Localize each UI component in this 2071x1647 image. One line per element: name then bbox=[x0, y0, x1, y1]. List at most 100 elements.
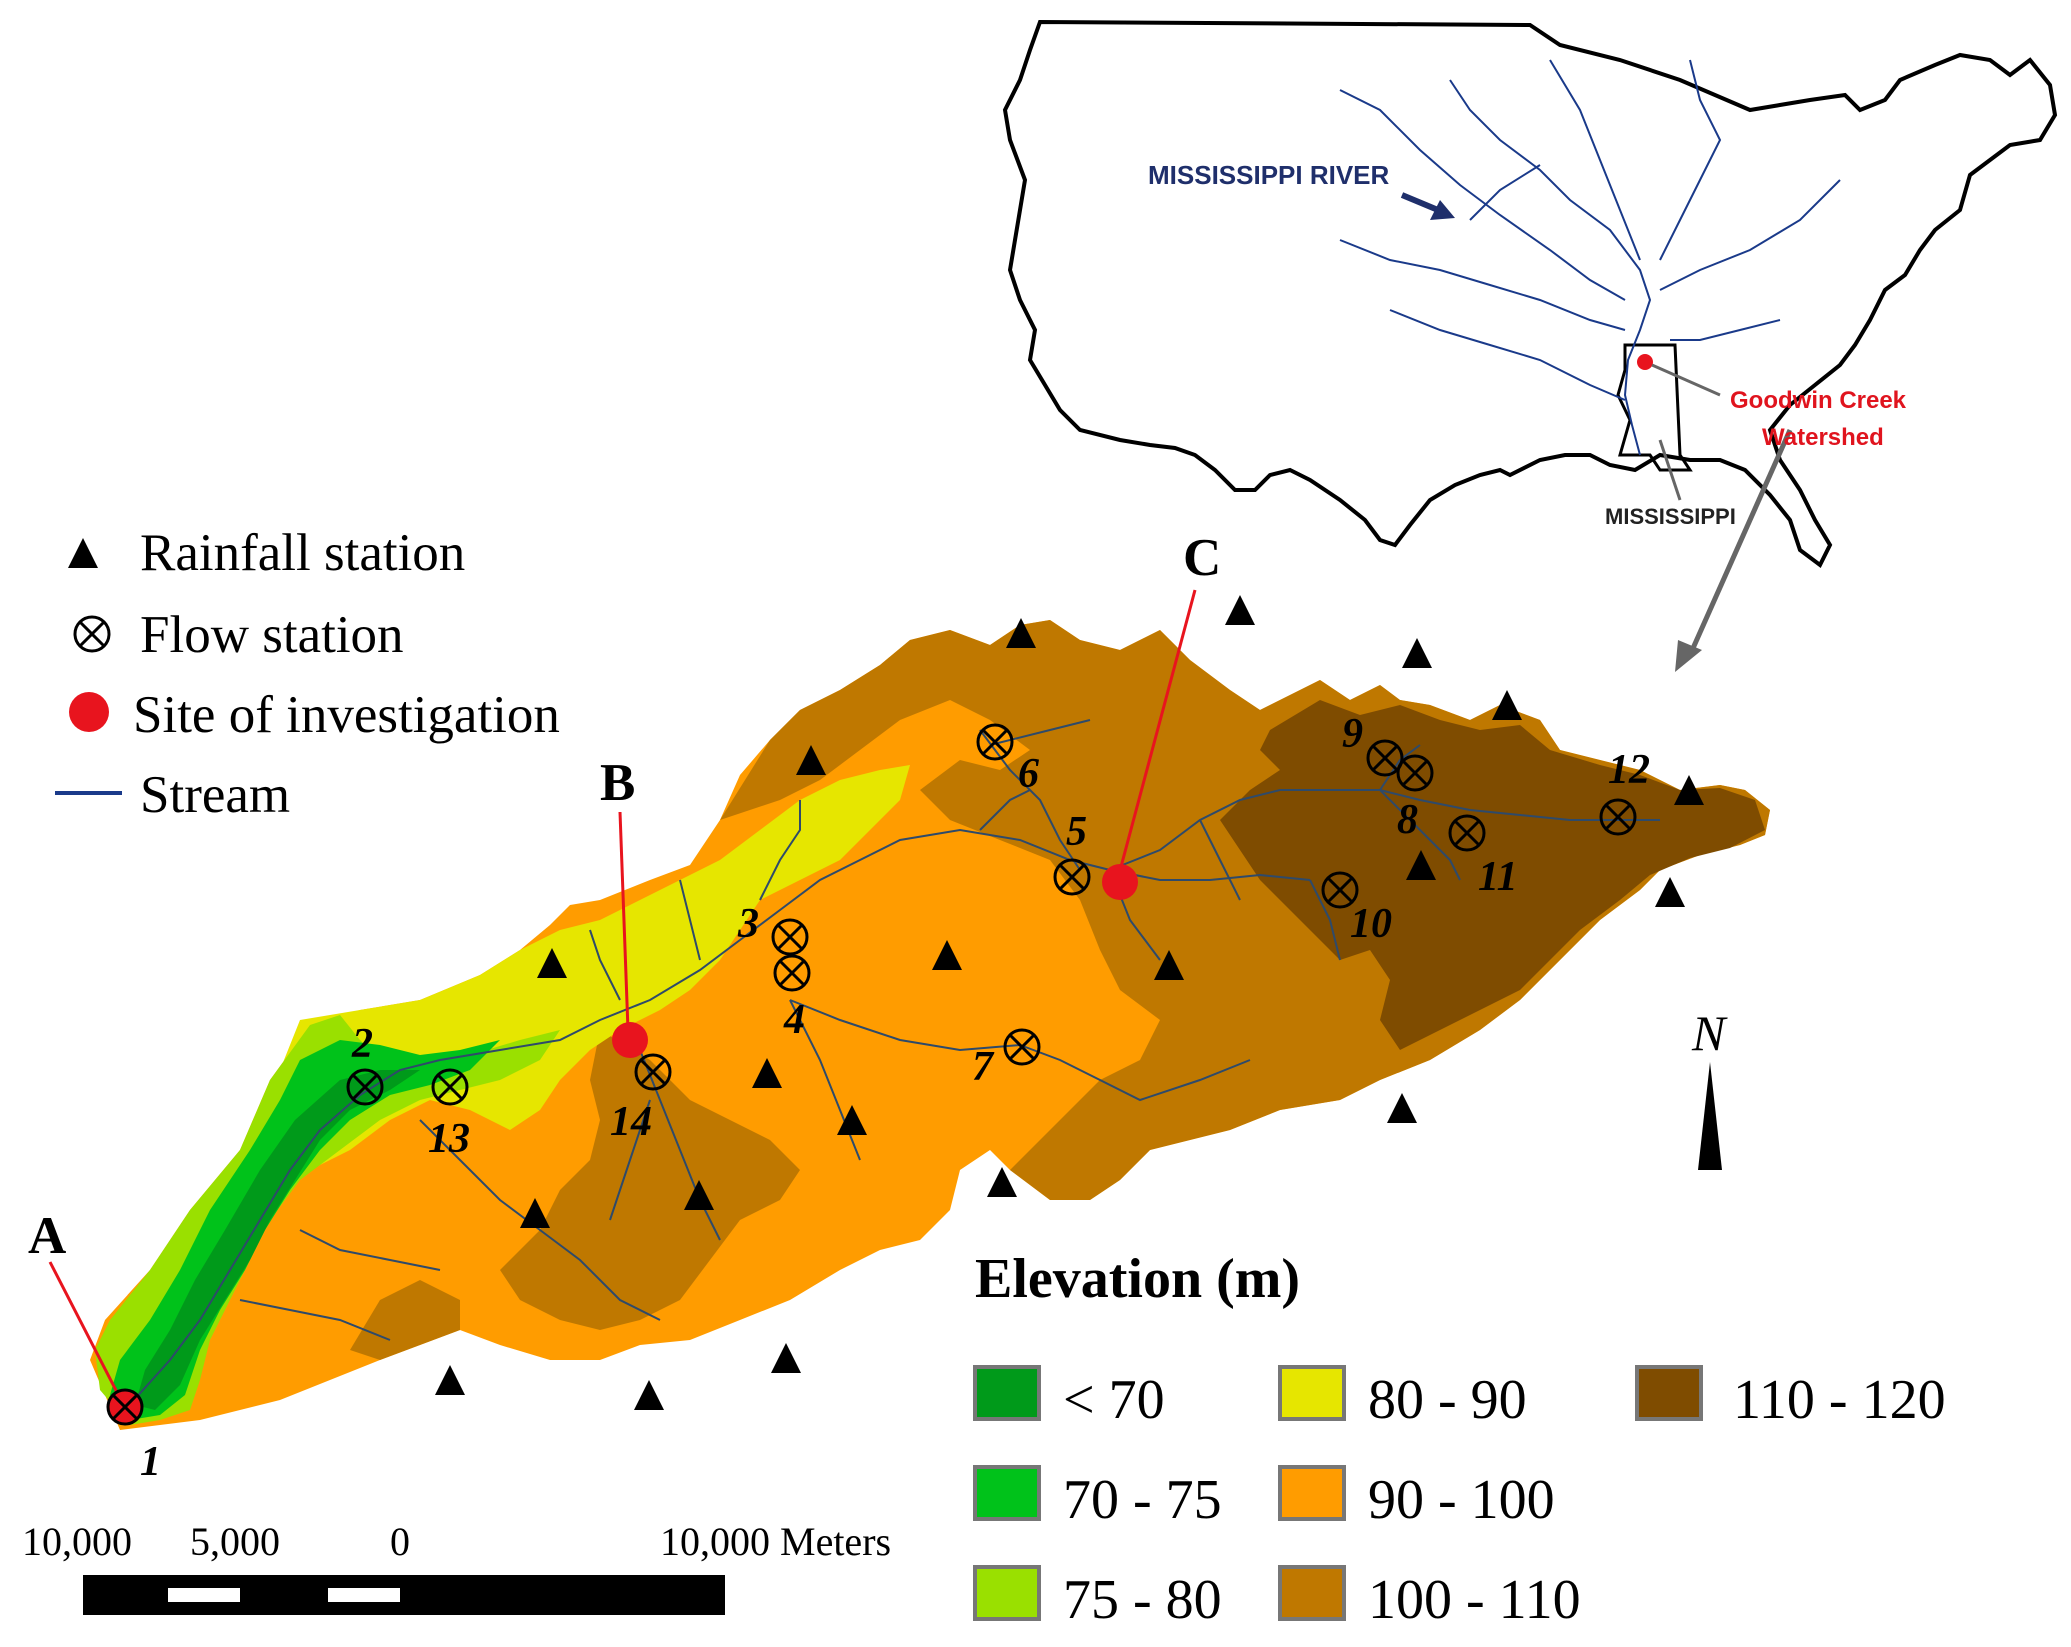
site-b-label: B bbox=[600, 754, 635, 812]
elevation-label-80-90: 80 - 90 bbox=[1368, 1369, 1527, 1431]
rainfall-stations bbox=[435, 595, 1704, 1410]
legend-site-icon bbox=[69, 692, 109, 732]
flow-station-label-2: 2 bbox=[351, 1021, 373, 1067]
flow-station-7 bbox=[1003, 1028, 1041, 1066]
rainfall-station bbox=[634, 1380, 664, 1410]
scale-bar: 10,000 5,000 0 10,000 Meters bbox=[22, 1519, 891, 1615]
elevation-swatch-70-75 bbox=[973, 1465, 1041, 1521]
flow-station-1 bbox=[106, 1388, 144, 1426]
elevation-label-70-75: 70 - 75 bbox=[1063, 1469, 1222, 1531]
elevation-legend: Elevation (m) < 70 70 - 75 75 - 80 80 - … bbox=[973, 1248, 1946, 1631]
flow-station-6 bbox=[976, 723, 1014, 761]
inset-us-map: MISSISSIPPI RIVER Goodwin Creek Watershe… bbox=[1002, 19, 2058, 672]
us-outline bbox=[1002, 19, 2058, 569]
flow-station-label-10: 10 bbox=[1350, 901, 1392, 947]
scale-bar-segment bbox=[328, 1588, 400, 1602]
flow-station-label-1: 1 bbox=[140, 1439, 161, 1485]
flow-station-label-4: 4 bbox=[783, 997, 805, 1043]
flow-station-11 bbox=[1448, 814, 1486, 852]
elevation-label-under-70: < 70 bbox=[1063, 1369, 1165, 1431]
inset-watershed-label-2: Watershed bbox=[1762, 424, 1884, 451]
symbol-legend: Rainfall station Flow station Site of in… bbox=[55, 524, 560, 824]
flow-station-8 bbox=[1396, 754, 1434, 792]
north-arrow-icon bbox=[1698, 1062, 1722, 1170]
flow-station-4 bbox=[773, 954, 811, 992]
flow-station-label-11: 11 bbox=[1478, 854, 1518, 900]
inset-rivers bbox=[1339, 59, 1841, 456]
north-label: N bbox=[1691, 1005, 1728, 1061]
rainfall-station bbox=[435, 1365, 465, 1395]
elevation-legend-title: Elevation (m) bbox=[975, 1248, 1300, 1310]
inset-state-label: MISSISSIPPI bbox=[1605, 504, 1736, 529]
watershed-location-dot bbox=[1637, 354, 1653, 370]
elevation-label-100-110: 100 - 110 bbox=[1368, 1569, 1581, 1631]
north-arrow: N bbox=[1691, 1005, 1728, 1170]
elevation-swatch-110-120 bbox=[1635, 1365, 1703, 1421]
scale-tick-label-zero: 0 bbox=[390, 1519, 410, 1564]
flow-station-label-8: 8 bbox=[1397, 797, 1418, 843]
inset-river-label: MISSISSIPPI RIVER bbox=[1148, 160, 1390, 190]
rainfall-station bbox=[932, 940, 962, 970]
rainfall-station bbox=[1674, 775, 1704, 805]
rainfall-station bbox=[684, 1180, 714, 1210]
site-c-label: C bbox=[1183, 529, 1221, 587]
legend-rainfall-label: Rainfall station bbox=[140, 524, 465, 582]
flow-station-5 bbox=[1053, 858, 1091, 896]
river-label-arrow-line bbox=[1400, 192, 1440, 213]
flow-station-label-3: 3 bbox=[737, 901, 759, 947]
elevation-swatch-100-110 bbox=[1278, 1565, 1346, 1621]
elevation-swatch-under-70 bbox=[973, 1365, 1041, 1421]
legend-rainfall-icon bbox=[68, 538, 98, 568]
state-leader-line bbox=[1658, 439, 1682, 501]
flow-station-3 bbox=[771, 918, 809, 956]
flow-station-14 bbox=[634, 1053, 672, 1091]
site-a-label: A bbox=[28, 1207, 66, 1265]
elevation-label-110-120: 110 - 120 bbox=[1733, 1369, 1946, 1431]
flow-station-label-5: 5 bbox=[1066, 809, 1087, 855]
inset-watershed-label-1: Goodwin Creek bbox=[1730, 387, 1907, 414]
zone-100-110-sw bbox=[350, 1280, 460, 1360]
site-leader-lines bbox=[48, 589, 1197, 1403]
rainfall-station bbox=[1655, 877, 1685, 907]
scale-bar-segment bbox=[168, 1588, 240, 1602]
rainfall-station bbox=[1225, 595, 1255, 625]
zone-110-120 bbox=[1220, 700, 1765, 1050]
flow-station-label-9: 9 bbox=[1342, 711, 1363, 757]
rainfall-station bbox=[1406, 850, 1436, 880]
elevation-swatch-90-100 bbox=[1278, 1465, 1346, 1521]
rainfall-station bbox=[752, 1058, 782, 1088]
watershed-leader-line bbox=[1651, 363, 1721, 397]
flow-station-label-13: 13 bbox=[428, 1116, 470, 1162]
site-b-marker bbox=[612, 1022, 648, 1058]
flow-station-10 bbox=[1321, 871, 1359, 909]
rainfall-station bbox=[1492, 690, 1522, 720]
river-label-arrowhead bbox=[1430, 200, 1455, 220]
rainfall-station bbox=[771, 1343, 801, 1373]
flow-station-label-14: 14 bbox=[610, 1099, 652, 1145]
rainfall-station bbox=[537, 948, 567, 978]
legend-site-label: Site of investigation bbox=[133, 686, 560, 744]
elevation-swatch-75-80 bbox=[973, 1565, 1041, 1621]
flow-station-label-6: 6 bbox=[1018, 751, 1039, 797]
rainfall-station bbox=[520, 1198, 550, 1228]
stream-network bbox=[124, 719, 1660, 1411]
rainfall-station bbox=[796, 745, 826, 775]
legend-flow-icon bbox=[73, 615, 111, 653]
rainfall-station bbox=[1154, 950, 1184, 980]
elevation-label-90-100: 90 - 100 bbox=[1368, 1469, 1555, 1531]
zone-100-110-south bbox=[500, 1030, 800, 1330]
flow-station-label-12: 12 bbox=[1608, 747, 1650, 793]
flow-station-9 bbox=[1366, 739, 1404, 777]
flow-station-12 bbox=[1599, 798, 1637, 836]
rainfall-station bbox=[1387, 1093, 1417, 1123]
rainfall-station bbox=[837, 1105, 867, 1135]
legend-stream-label: Stream bbox=[140, 766, 290, 824]
mississippi-state-outline bbox=[1616, 343, 1693, 472]
scale-tick-label-left: 10,000 bbox=[22, 1519, 132, 1564]
scale-tick-label-right: 10,000 Meters bbox=[660, 1519, 891, 1564]
site-c-marker bbox=[1102, 864, 1138, 900]
flow-stations bbox=[106, 723, 1637, 1426]
watershed-elevation-zones bbox=[90, 620, 1770, 1430]
zone-under-70 bbox=[135, 1070, 420, 1410]
